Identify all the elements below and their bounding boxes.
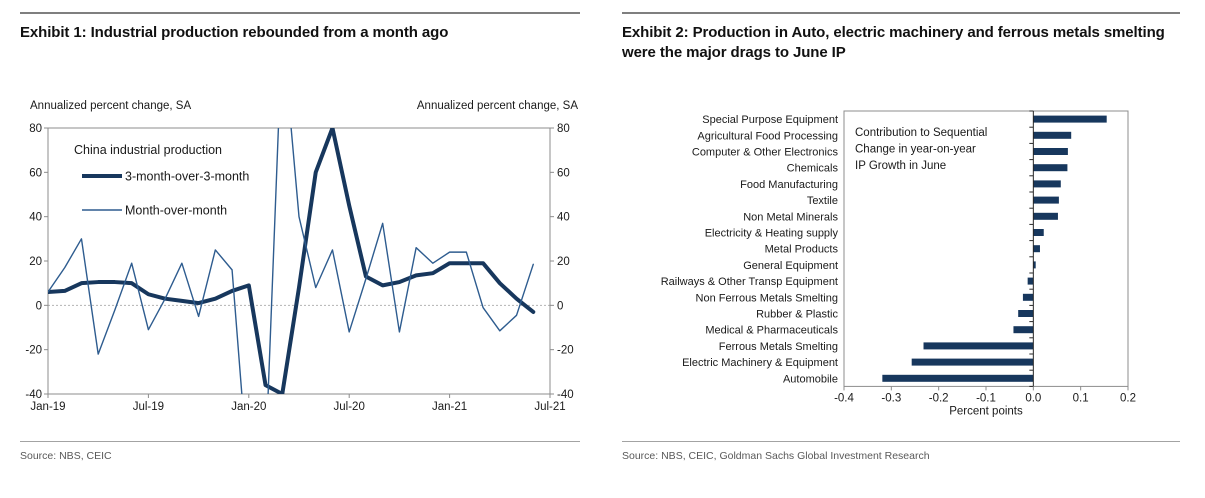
category-label: Special Purpose Equipment (702, 114, 838, 126)
x-tick-label: Jul-19 (133, 401, 164, 413)
bar (1033, 115, 1107, 123)
exhibit2-panel: Exhibit 2: Production in Auto, electric … (622, 0, 1180, 498)
exhibit1-source: Source: NBS, CEIC (20, 450, 112, 462)
exhibit1-left-axis-label: Annualized percent change, SA (30, 100, 192, 112)
x-tick-label: Jul-20 (334, 401, 365, 413)
annotation-line: Change in year-on-year (855, 144, 976, 156)
series-month-over-month-line (48, 128, 534, 394)
x-tick-label: Jan-21 (432, 401, 467, 413)
series-3m-over-3m-line (48, 128, 536, 394)
x-tick-label: -0.1 (976, 392, 996, 404)
exhibit2-footer-rule: Source: NBS, CEIC, Goldman Sachs Global … (622, 441, 1180, 462)
category-label: Electricity & Heating supply (705, 228, 839, 240)
category-label: Railways & Other Transp Equipment (661, 276, 838, 288)
x-tick-label: Jan-19 (30, 401, 65, 413)
legend-title: China industrial production (74, 143, 222, 157)
line-chart-svg: -40 -40 -20 -20 0 0 20 20 40 40 60 60 80 80 Jan-19 Jul-… (25, 123, 574, 413)
category-label: Electric Machinery & Equipment (682, 357, 838, 369)
bar (1027, 277, 1034, 285)
exhibit1-right-axis-label: Annualized percent change, SA (416, 100, 578, 112)
bar-chart-svg: Special Purpose Equipment Agricultural Fo… (661, 110, 1136, 417)
exhibit1-title: Exhibit 1: Industrial production rebound… (20, 24, 449, 41)
bar (911, 358, 1034, 366)
y-tick-label-right: 80 (557, 123, 570, 135)
category-label: Metal Products (765, 244, 839, 256)
category-label: Non Metal Minerals (743, 211, 838, 223)
x-tick-label: -0.2 (929, 392, 949, 404)
exhibit2-top-rule (622, 12, 1180, 14)
bar (1033, 196, 1059, 204)
category-label: Computer & Other Electronics (692, 147, 839, 159)
series-group (48, 128, 536, 394)
x-tick-label: 0.0 (1025, 392, 1041, 404)
y-tick-label-right: 0 (557, 300, 563, 312)
x-tick-label: Jul-21 (534, 401, 565, 413)
bar (1033, 245, 1040, 253)
x-tick-label: Jan-20 (231, 401, 266, 413)
category-label: Textile (807, 195, 838, 207)
category-label: Automobile (783, 373, 838, 385)
exhibit1-footer-rule: Source: NBS, CEIC (20, 441, 580, 462)
x-tick-label: -0.3 (881, 392, 901, 404)
y-tick-label-left: 80 (29, 123, 42, 135)
y-tick-label-right: -20 (557, 345, 574, 357)
y-tick-label-right: -40 (557, 389, 574, 401)
category-label: General Equipment (743, 260, 838, 272)
bar (1018, 310, 1034, 317)
x-tick-label: 0.2 (1120, 392, 1136, 404)
bar (1033, 212, 1058, 220)
exhibit2-title: Exhibit 2: Production in Auto, electric … (622, 24, 1165, 61)
bar (1033, 229, 1044, 236)
bar (1033, 148, 1068, 155)
category-label: Non Ferrous Metals Smelting (696, 292, 838, 304)
bar (923, 342, 1034, 350)
bar (1033, 131, 1072, 139)
y-tick-label-left: -20 (25, 345, 42, 357)
exhibit2-source: Source: NBS, CEIC, Goldman Sachs Global … (622, 450, 930, 462)
y-tick-label-left: 0 (36, 300, 42, 312)
category-label: Agricultural Food Processing (697, 130, 838, 142)
bar (1033, 180, 1061, 188)
bar (1022, 293, 1034, 301)
legend-entry-label: 3-month-over-3-month (125, 170, 249, 184)
bar (1033, 164, 1068, 172)
y-tick-label-right: 40 (557, 212, 570, 224)
y-tick-label-right: 20 (557, 256, 570, 268)
plot-frame (47, 127, 551, 395)
legend-entry-label: Month-over-month (125, 204, 227, 218)
bar (1033, 261, 1036, 269)
x-axis-title: Percent points (949, 405, 1023, 417)
bar (882, 374, 1034, 382)
category-label: Rubber & Plastic (756, 309, 838, 321)
y-tick-label-left: 20 (29, 256, 42, 268)
x-tick-label: 0.1 (1073, 392, 1089, 404)
annotation-line: IP Growth in June (855, 160, 946, 172)
exhibit1-panel: Exhibit 1: Industrial production rebound… (20, 0, 580, 498)
y-tick-label-left: 60 (29, 167, 42, 179)
x-tick-label: -0.4 (834, 392, 854, 404)
exhibit1-top-rule (20, 12, 580, 14)
y-tick-label-left: -40 (25, 389, 42, 401)
category-label: Ferrous Metals Smelting (719, 341, 838, 353)
y-tick-label-left: 40 (29, 212, 42, 224)
exhibit1-chart-area: Annualized percent change, SA Annualized… (20, 100, 580, 418)
category-label: Chemicals (787, 163, 839, 175)
y-tick-label-right: 60 (557, 167, 570, 179)
annotation-line: Contribution to Sequential (855, 127, 987, 139)
bar (1013, 326, 1034, 334)
category-label: Food Manufacturing (740, 179, 838, 191)
category-label: Medical & Pharmaceuticals (705, 325, 838, 337)
